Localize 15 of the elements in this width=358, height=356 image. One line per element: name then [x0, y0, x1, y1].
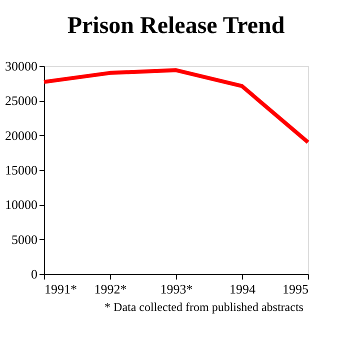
chart-title: Prison Release Trend: [67, 13, 286, 39]
y-tick-label: 20000: [5, 128, 38, 143]
line-series: [42, 68, 310, 144]
x-tick-label: 1994: [230, 282, 256, 296]
y-tick-label: 30000: [5, 58, 38, 74]
text: * Data collected from published abstracts: [104, 300, 304, 314]
y-tick-label: 10000: [5, 197, 38, 212]
y-tick-label: 25000: [5, 93, 38, 108]
y-tick-label: 15000: [5, 162, 38, 178]
x-tick-label: 1991*: [44, 282, 77, 296]
x-tick-label: 1995: [282, 282, 308, 296]
x-tick-label: 1992*: [94, 282, 127, 296]
y-tick-label: 0: [31, 266, 38, 282]
y-tick-label: 5000: [12, 232, 38, 247]
x-tick-label: 1993*: [160, 282, 193, 296]
